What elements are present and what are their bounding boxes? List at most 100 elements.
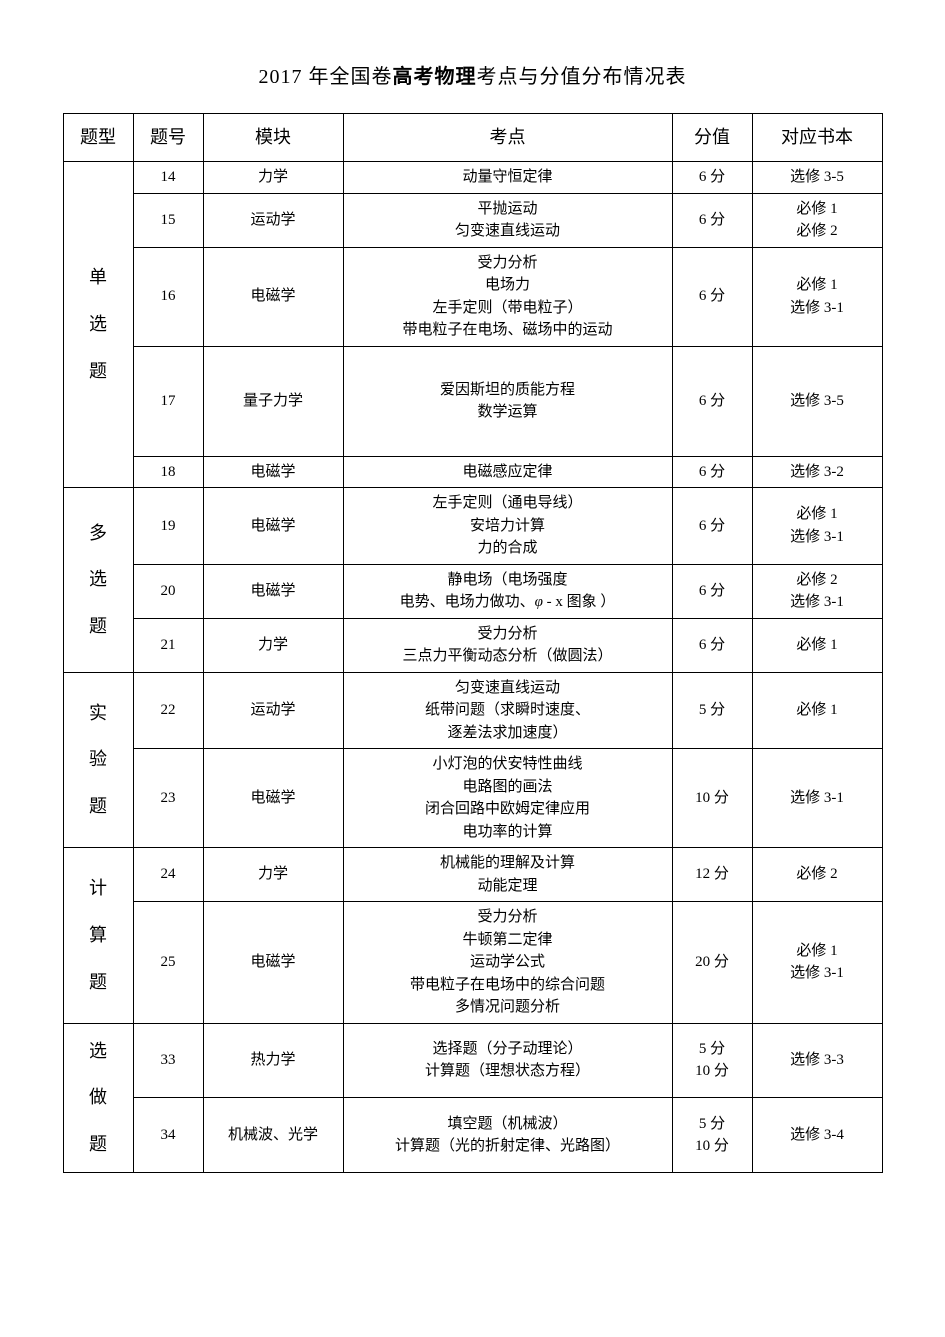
topic-cell: 平抛运动匀变速直线运动 [343,193,672,247]
book-cell: 必修 1选修 3-1 [752,902,882,1024]
book-cell: 选修 3-5 [752,346,882,456]
title-suffix: 考点与分值分布情况表 [477,66,687,88]
module-cell: 运动学 [203,193,343,247]
book-cell: 必修 1 [752,672,882,749]
table-row: 实验题22运动学匀变速直线运动纸带问题（求瞬时速度、逐差法求加速度）5 分必修 … [63,672,882,749]
module-cell: 量子力学 [203,346,343,456]
header-row: 题型 题号 模块 考点 分值 对应书本 [63,114,882,162]
score-cell: 6 分 [672,162,752,194]
num-cell: 17 [133,346,203,456]
score-cell: 6 分 [672,193,752,247]
module-cell: 力学 [203,618,343,672]
table-body: 单选题14力学动量守恒定律6 分选修 3-515运动学平抛运动匀变速直线运动6 … [63,162,882,1173]
topic-cell: 爱因斯坦的质能方程数学运算 [343,346,672,456]
topic-cell: 机械能的理解及计算动能定理 [343,848,672,902]
num-cell: 16 [133,247,203,346]
table-row: 15运动学平抛运动匀变速直线运动6 分必修 1必修 2 [63,193,882,247]
score-cell: 10 分 [672,749,752,848]
module-cell: 力学 [203,162,343,194]
type-cell: 计算题 [63,848,133,1024]
book-cell: 选修 3-2 [752,456,882,488]
table-row: 21力学受力分析三点力平衡动态分析（做圆法）6 分必修 1 [63,618,882,672]
score-cell: 20 分 [672,902,752,1024]
col-type: 题型 [63,114,133,162]
title-bold: 高考物理 [393,66,477,88]
col-book: 对应书本 [752,114,882,162]
module-cell: 力学 [203,848,343,902]
num-cell: 18 [133,456,203,488]
topic-cell: 小灯泡的伏安特性曲线电路图的画法闭合回路中欧姆定律应用电功率的计算 [343,749,672,848]
module-cell: 运动学 [203,672,343,749]
book-cell: 选修 3-1 [752,749,882,848]
module-cell: 机械波、光学 [203,1098,343,1173]
score-cell: 12 分 [672,848,752,902]
book-cell: 必修 1选修 3-1 [752,247,882,346]
table-row: 25电磁学受力分析牛顿第二定律运动学公式带电粒子在电场中的综合问题多情况问题分析… [63,902,882,1024]
score-cell: 6 分 [672,247,752,346]
score-cell: 6 分 [672,456,752,488]
table-row: 20电磁学静电场（电场强度电势、电场力做功、φ - x 图象 ）6 分必修 2选… [63,564,882,618]
num-cell: 19 [133,488,203,565]
module-cell: 电磁学 [203,247,343,346]
num-cell: 15 [133,193,203,247]
type-cell: 实验题 [63,672,133,848]
exam-table: 题型 题号 模块 考点 分值 对应书本 单选题14力学动量守恒定律6 分选修 3… [63,113,883,1173]
num-cell: 14 [133,162,203,194]
table-row: 23电磁学小灯泡的伏安特性曲线电路图的画法闭合回路中欧姆定律应用电功率的计算10… [63,749,882,848]
table-row: 选做题33热力学选择题（分子动理论）计算题（理想状态方程）5 分10 分选修 3… [63,1023,882,1098]
topic-cell: 受力分析电场力左手定则（带电粒子）带电粒子在电场、磁场中的运动 [343,247,672,346]
num-cell: 21 [133,618,203,672]
book-cell: 选修 3-5 [752,162,882,194]
type-cell: 选做题 [63,1023,133,1172]
table-row: 计算题24力学机械能的理解及计算动能定理12 分必修 2 [63,848,882,902]
module-cell: 电磁学 [203,456,343,488]
module-cell: 电磁学 [203,564,343,618]
table-row: 17量子力学爱因斯坦的质能方程数学运算6 分选修 3-5 [63,346,882,456]
num-cell: 34 [133,1098,203,1173]
topic-cell: 填空题（机械波）计算题（光的折射定律、光路图） [343,1098,672,1173]
topic-cell: 受力分析牛顿第二定律运动学公式带电粒子在电场中的综合问题多情况问题分析 [343,902,672,1024]
topic-cell: 动量守恒定律 [343,162,672,194]
book-cell: 选修 3-4 [752,1098,882,1173]
table-row: 34机械波、光学填空题（机械波）计算题（光的折射定律、光路图）5 分10 分选修… [63,1098,882,1173]
score-cell: 5 分10 分 [672,1023,752,1098]
num-cell: 23 [133,749,203,848]
score-cell: 6 分 [672,564,752,618]
page-title: 2017 年全国卷高考物理考点与分值分布情况表 [63,60,883,89]
score-cell: 6 分 [672,488,752,565]
topic-cell: 左手定则（通电导线）安培力计算力的合成 [343,488,672,565]
book-cell: 必修 1选修 3-1 [752,488,882,565]
table-row: 16电磁学受力分析电场力左手定则（带电粒子）带电粒子在电场、磁场中的运动6 分必… [63,247,882,346]
module-cell: 热力学 [203,1023,343,1098]
module-cell: 电磁学 [203,749,343,848]
num-cell: 20 [133,564,203,618]
topic-cell: 受力分析三点力平衡动态分析（做圆法） [343,618,672,672]
book-cell: 选修 3-3 [752,1023,882,1098]
title-prefix: 2017 年全国卷 [259,66,393,88]
score-cell: 6 分 [672,346,752,456]
num-cell: 33 [133,1023,203,1098]
table-row: 18电磁学电磁感应定律6 分选修 3-2 [63,456,882,488]
num-cell: 25 [133,902,203,1024]
score-cell: 5 分 [672,672,752,749]
document-page: 2017 年全国卷高考物理考点与分值分布情况表 题型 题号 模块 考点 分值 对… [63,60,883,1173]
num-cell: 22 [133,672,203,749]
module-cell: 电磁学 [203,488,343,565]
type-cell: 单选题 [63,162,133,488]
score-cell: 5 分10 分 [672,1098,752,1173]
book-cell: 必修 1 [752,618,882,672]
col-module: 模块 [203,114,343,162]
module-cell: 电磁学 [203,902,343,1024]
table-row: 多选题19电磁学左手定则（通电导线）安培力计算力的合成6 分必修 1选修 3-1 [63,488,882,565]
book-cell: 必修 2选修 3-1 [752,564,882,618]
book-cell: 必修 2 [752,848,882,902]
score-cell: 6 分 [672,618,752,672]
topic-cell: 匀变速直线运动纸带问题（求瞬时速度、逐差法求加速度） [343,672,672,749]
topic-cell: 静电场（电场强度电势、电场力做功、φ - x 图象 ） [343,564,672,618]
col-score: 分值 [672,114,752,162]
num-cell: 24 [133,848,203,902]
topic-cell: 选择题（分子动理论）计算题（理想状态方程） [343,1023,672,1098]
type-cell: 多选题 [63,488,133,673]
table-row: 单选题14力学动量守恒定律6 分选修 3-5 [63,162,882,194]
col-topic: 考点 [343,114,672,162]
